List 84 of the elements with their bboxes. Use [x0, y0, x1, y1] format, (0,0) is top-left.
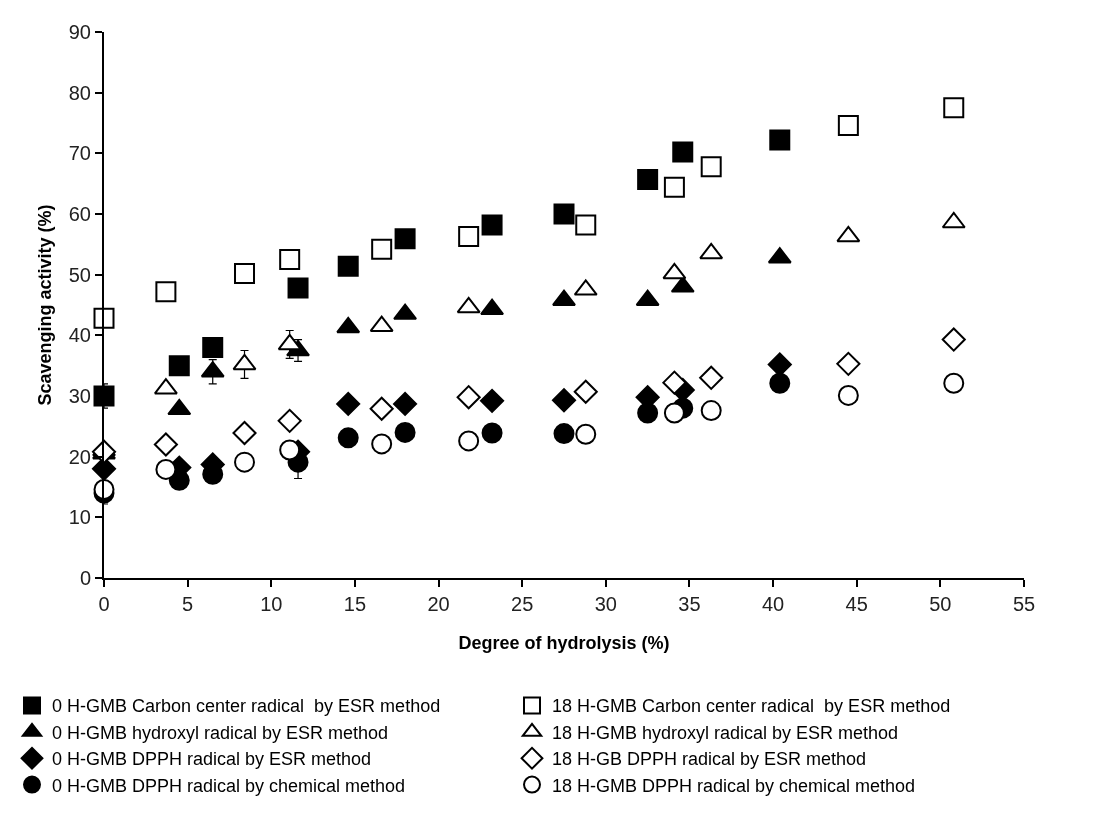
legend-label: 0 H-GMB Carbon center radical by ESR method	[52, 696, 441, 717]
legend-label: 18 H-GMB Carbon center radical by ESR method	[552, 696, 951, 717]
point	[573, 379, 598, 404]
legend-label: 18 H-GB DPPH radical by ESR method	[552, 749, 867, 770]
point	[637, 402, 659, 424]
point	[168, 355, 190, 377]
x-tick-label: 0	[98, 593, 110, 615]
x-tick-label: 30	[594, 593, 617, 615]
x-tick-label: 45	[845, 593, 868, 615]
point	[155, 458, 177, 480]
legend-label: 0 H-GMB DPPH radical by chemical method	[52, 775, 406, 796]
y-tick-label: 90	[68, 21, 91, 43]
point	[202, 336, 224, 358]
point	[481, 214, 503, 236]
point	[575, 423, 597, 445]
y-tick-label: 60	[68, 203, 91, 225]
point	[553, 423, 575, 445]
point	[93, 385, 115, 407]
point	[394, 228, 416, 250]
point	[371, 433, 393, 455]
point	[700, 156, 722, 178]
point	[769, 372, 791, 394]
x-tick-label: 25	[511, 593, 534, 615]
point	[699, 365, 724, 390]
y-tick-label: 10	[68, 506, 91, 529]
point	[232, 420, 257, 446]
point	[551, 388, 577, 413]
point	[287, 277, 309, 299]
x-tick-label: 40	[761, 593, 785, 615]
point	[93, 307, 115, 329]
point	[153, 432, 178, 457]
point	[662, 370, 687, 395]
point	[394, 421, 416, 443]
x-tick-label: 10	[260, 593, 283, 615]
point	[700, 400, 722, 422]
point	[943, 372, 965, 394]
point	[837, 114, 859, 136]
x-tick-label: 15	[343, 593, 367, 615]
y-tick-label: 80	[68, 81, 91, 104]
point	[168, 469, 190, 491]
point	[481, 422, 503, 444]
legend-label: 0 H-GMB hydroxyl radical by ESR method	[52, 722, 389, 743]
point	[769, 129, 791, 151]
y-tick-label: 40	[68, 324, 91, 347]
legend-label: 18 H-GMB hydroxyl radical by ESR method	[552, 722, 899, 743]
x-tick-label: 5	[182, 593, 194, 615]
point	[458, 225, 480, 247]
point	[234, 451, 256, 473]
point	[836, 351, 861, 376]
x-tick-label: 20	[427, 593, 450, 615]
point	[337, 255, 359, 277]
point	[277, 408, 302, 433]
point	[672, 141, 694, 163]
point	[837, 384, 859, 406]
point	[336, 391, 361, 416]
x-axis-title: Degree of hydrolysis (%)	[458, 632, 670, 653]
y-tick-label: 0	[79, 567, 91, 589]
x-tick-label: 55	[1012, 593, 1036, 615]
point	[663, 402, 685, 424]
point	[279, 249, 301, 270]
point	[393, 391, 418, 416]
point	[637, 168, 659, 190]
point	[553, 203, 575, 225]
point	[663, 176, 685, 198]
x-tick-label: 35	[678, 593, 701, 615]
legend-label: 18 H-GMB DPPH radical by chemical method	[552, 775, 916, 796]
point	[575, 214, 597, 236]
point	[371, 238, 393, 260]
y-axis-title: Scavenging activity (%)	[35, 204, 56, 406]
point	[943, 97, 965, 119]
point	[369, 396, 394, 421]
point	[941, 327, 966, 352]
point	[155, 281, 177, 303]
point	[480, 388, 505, 413]
legend-label: 0 H-GMB DPPH radical by ESR method	[52, 749, 372, 770]
y-tick-label: 70	[68, 142, 91, 165]
x-tick-label: 50	[929, 593, 952, 615]
y-tick-label: 50	[68, 263, 91, 286]
point	[458, 430, 480, 452]
y-tick-label: 20	[68, 445, 91, 468]
y-tick-label: 30	[68, 385, 91, 407]
point	[456, 385, 481, 410]
point	[279, 439, 301, 461]
point	[337, 427, 359, 449]
